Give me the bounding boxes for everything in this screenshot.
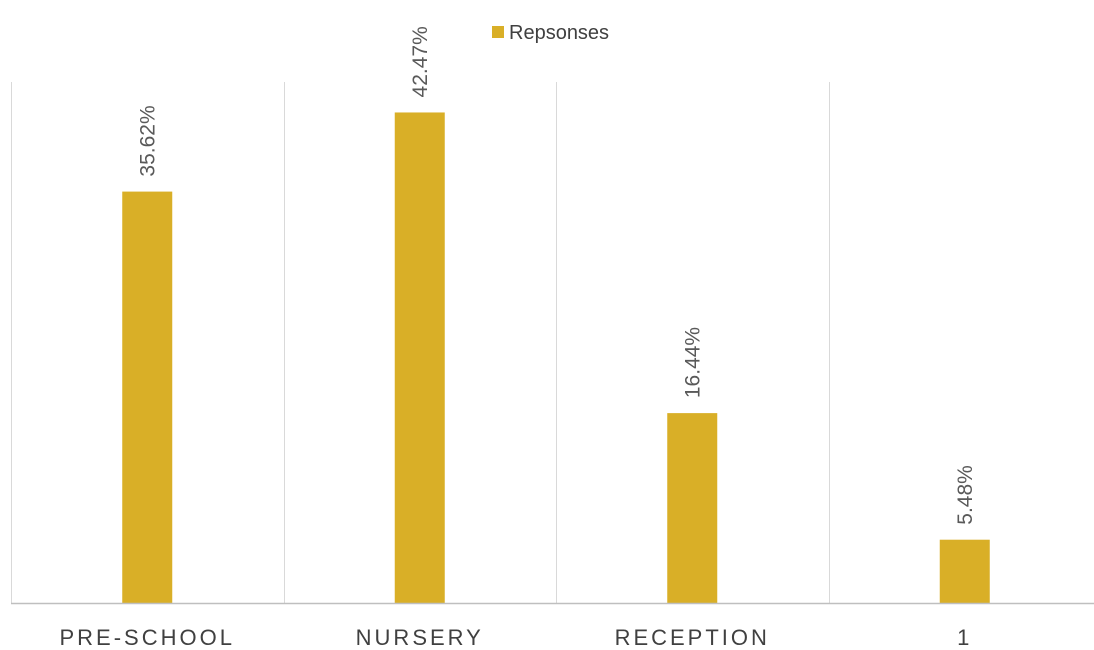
data-labels: 35.62% 42.47% 16.44% 5.48% [136,26,977,524]
bar-1 [939,539,990,603]
bar-reception [667,413,718,603]
legend-swatch [492,26,504,38]
data-label-nursery: 42.47% [409,26,432,97]
gridlines [11,82,830,603]
bars [122,112,990,604]
data-label-pre-school: 35.62% [136,105,159,176]
bar-nursery [394,112,445,603]
category-label-reception: RECEPTION [615,625,770,650]
category-label-nursery: NURSERY [356,625,484,650]
category-label-pre-school: PRE-SCHOOL [60,625,235,650]
category-label-1: 1 [957,625,972,650]
category-labels: PRE-SCHOOL NURSERY RECEPTION 1 [60,625,972,650]
legend: Repsonses [492,22,609,44]
data-label-1: 5.48% [954,465,977,525]
bar-pre-school [122,191,173,604]
data-label-reception: 16.44% [681,327,704,398]
legend-label-repsonses: Repsonses [509,22,609,44]
